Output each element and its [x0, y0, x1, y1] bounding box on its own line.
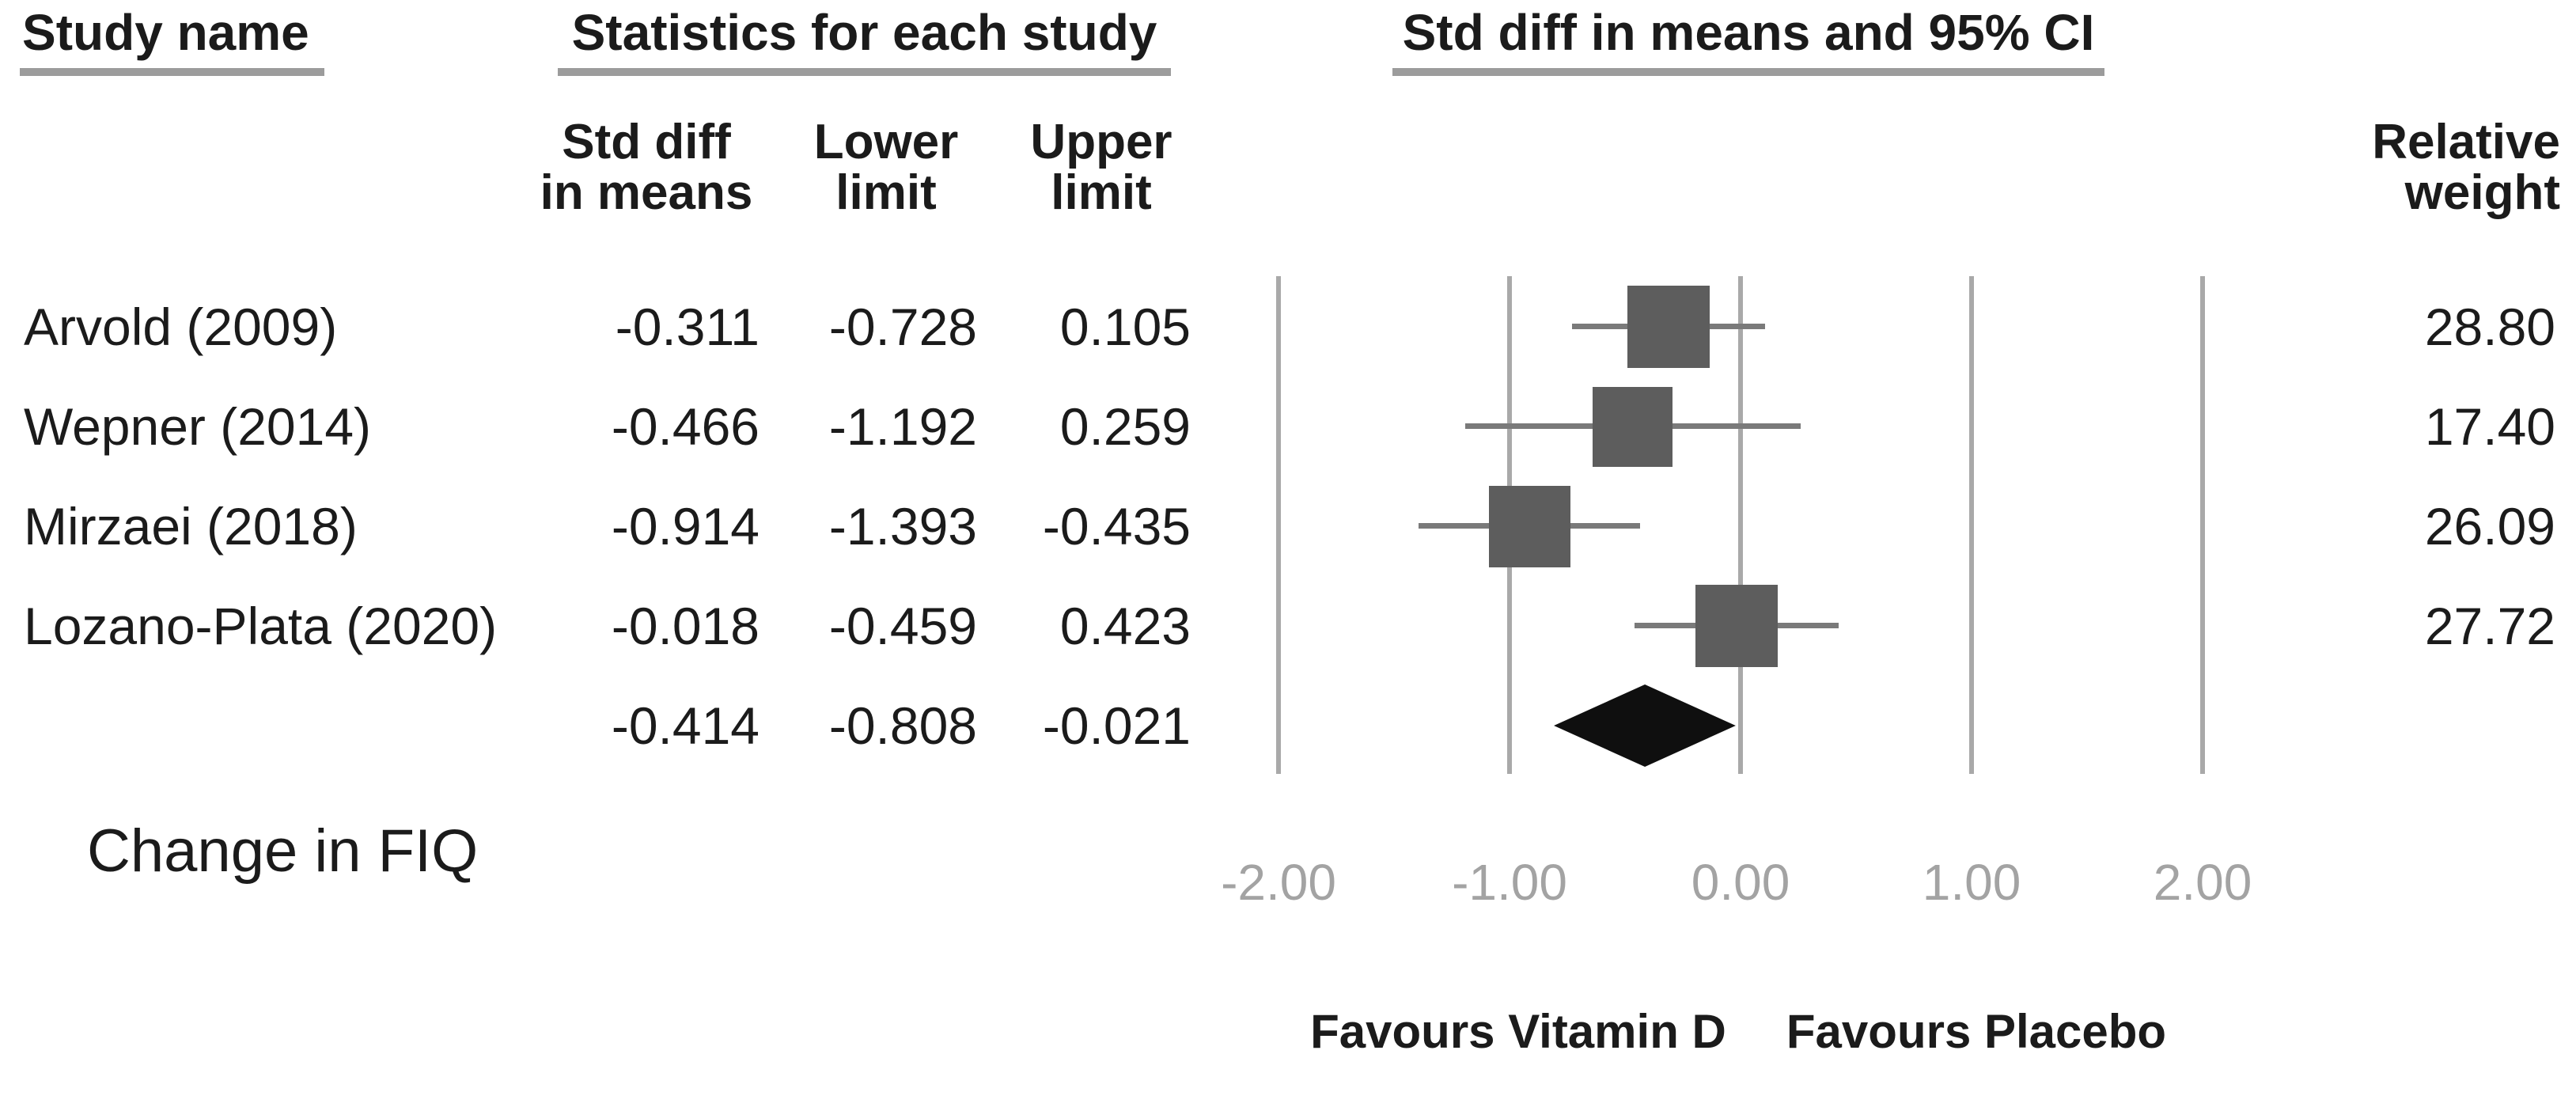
effect-square — [1627, 286, 1710, 368]
subheader-line: limit — [1051, 165, 1152, 220]
gridline — [1738, 276, 1743, 774]
subheader-line: Upper — [1030, 115, 1172, 169]
study-name-cell: Wepner (2014) — [24, 397, 372, 456]
std-diff-cell: -0.018 — [611, 597, 760, 655]
effect-square — [1593, 387, 1673, 467]
upper-limit-cell: -0.435 — [1042, 497, 1191, 556]
table-row: -0.414 -0.808 -0.021 — [0, 689, 2576, 762]
subheader-line: limit — [835, 165, 937, 220]
axis-tick-label: -2.00 — [1221, 854, 1336, 911]
relative-weight-cell: 28.80 — [2424, 298, 2555, 356]
relative-weight-cell: 26.09 — [2424, 497, 2555, 556]
subheader-lower-limit: Lower limit — [791, 117, 981, 218]
table-row: Arvold (2009) -0.311 -0.728 0.105 28.80 — [0, 290, 2576, 363]
column-header-plot: Std diff in means and 95% CI — [1402, 4, 2095, 61]
subheader-std-diff-in-means: Std diff in means — [520, 117, 773, 218]
plot-header-underline — [1392, 68, 2104, 76]
upper-limit-cell: 0.423 — [1059, 597, 1191, 655]
study-name-cell: Mirzaei (2018) — [24, 497, 358, 556]
std-diff-cell: -0.311 — [615, 298, 760, 356]
subheader-upper-limit: Upper limit — [1006, 117, 1196, 218]
subheader-line: Relative — [2372, 115, 2560, 169]
std-diff-cell: -0.914 — [611, 497, 760, 556]
subheader-line: weight — [2404, 165, 2560, 220]
axis-tick-label: 1.00 — [1922, 854, 2021, 911]
table-row: Lozano-Plata (2020) -0.018 -0.459 0.423 27.7… — [0, 590, 2576, 662]
favours-left-label: Favours Vitamin D — [1310, 1005, 1726, 1058]
gridline — [1969, 276, 1974, 774]
favours-right-label: Favours Placebo — [1786, 1005, 2167, 1058]
lower-limit-cell: -0.459 — [828, 597, 977, 655]
std-diff-cell: -0.414 — [611, 696, 760, 755]
subheader-relative-weight: Relative weight — [2342, 117, 2560, 218]
relative-weight-cell: 27.72 — [2424, 597, 2555, 655]
upper-limit-cell: -0.021 — [1042, 696, 1191, 755]
subheader-line: Std diff — [562, 115, 731, 169]
column-header-study-name: Study name — [22, 4, 309, 61]
relative-weight-cell: 17.40 — [2424, 397, 2555, 456]
upper-limit-cell: 0.259 — [1059, 397, 1191, 456]
study-name-cell: Arvold (2009) — [24, 298, 338, 356]
column-header-statistics: Statistics for each study — [571, 4, 1157, 61]
effect-square — [1695, 585, 1778, 667]
subheader-line: in means — [540, 165, 753, 220]
table-row: Mirzaei (2018) -0.914 -1.393 -0.435 26.09 — [0, 490, 2576, 563]
lower-limit-cell: -0.728 — [828, 298, 977, 356]
study-header-underline — [20, 68, 324, 76]
upper-limit-cell: 0.105 — [1059, 298, 1191, 356]
std-diff-cell: -0.466 — [611, 397, 760, 456]
lower-limit-cell: -1.393 — [828, 497, 977, 556]
lower-limit-cell: -1.192 — [828, 397, 977, 456]
table-row: Wepner (2014) -0.466 -1.192 0.259 17.40 — [0, 390, 2576, 463]
axis-tick-label: 2.00 — [2153, 854, 2252, 911]
effect-square — [1489, 486, 1570, 567]
study-name-cell: Lozano-Plata (2020) — [24, 597, 498, 655]
stats-header-underline — [558, 68, 1171, 76]
subheader-line: Lower — [813, 115, 959, 169]
axis-tick-label: 0.00 — [1691, 854, 1790, 911]
outcome-label: Change in FIQ — [87, 817, 479, 885]
gridline — [1276, 276, 1281, 774]
gridline — [2200, 276, 2205, 774]
lower-limit-cell: -0.808 — [828, 696, 977, 755]
axis-tick-label: -1.00 — [1452, 854, 1567, 911]
